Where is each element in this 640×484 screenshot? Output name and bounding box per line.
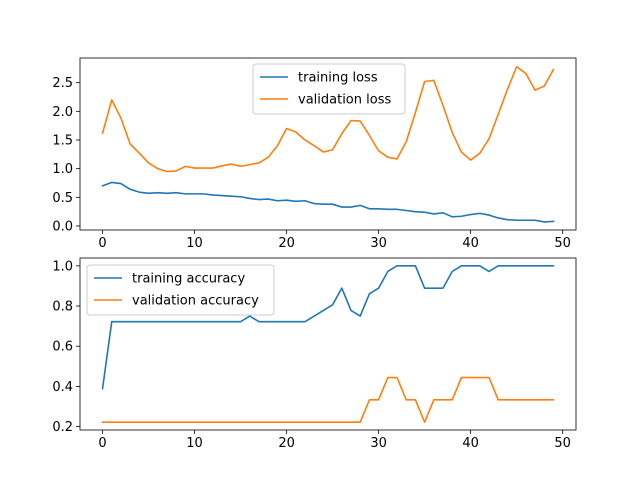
legend-label: validation accuracy (132, 294, 259, 309)
x-tick-label: 50 (554, 236, 571, 251)
series-line-training-loss (101, 181, 555, 223)
series-line-validation-accuracy (101, 376, 555, 423)
y-tick-label: 1.5 (52, 133, 73, 148)
y-tick-label: 0.8 (52, 300, 73, 315)
y-tick-label: 2.0 (52, 105, 73, 120)
subplot-2: 0 10 20 30 40 50 0.2 0.4 0.6 0.8 1.0 training accur… (52, 257, 577, 451)
x-tick-label: 0 (98, 436, 106, 451)
legend-label: training loss (298, 71, 378, 86)
axes-frame (79, 57, 577, 231)
x-tick-label: 10 (186, 236, 203, 251)
y-tick-label: 0.0 (52, 219, 73, 234)
legend-box (86, 264, 275, 316)
x-tick-label: 50 (554, 436, 571, 451)
y-tick-label: 0.6 (52, 340, 73, 355)
x-tick-label: 40 (462, 436, 479, 451)
series-line-validation-loss (101, 65, 555, 173)
legend-label: training accuracy (132, 272, 245, 287)
axes-frame (79, 257, 577, 431)
subplot-1: 0 10 20 30 40 50 0.0 0.5 1.0 1.5 2.0 2.5 training lo… (52, 57, 577, 251)
y-tick-label: 1.0 (52, 259, 73, 274)
x-tick-label: 0 (98, 236, 106, 251)
x-tick-label: 30 (370, 436, 387, 451)
y-tick-label: 0.4 (52, 380, 73, 395)
x-tick-label: 30 (370, 236, 387, 251)
legend-label: validation loss (298, 93, 391, 108)
x-tick-label: 40 (462, 236, 479, 251)
legend: training accuracy validation accuracy (86, 264, 275, 316)
legend-box (252, 63, 406, 115)
legend: training loss validation loss (252, 63, 406, 115)
x-tick-label: 20 (278, 236, 295, 251)
x-tick-label: 20 (278, 436, 295, 451)
y-tick-label: 2.5 (52, 76, 73, 91)
y-tick-label: 0.2 (52, 420, 73, 435)
x-tick-label: 10 (186, 436, 203, 451)
series-line-training-accuracy (101, 265, 555, 390)
y-tick-label: 0.5 (52, 191, 73, 206)
y-tick-label: 1.0 (52, 162, 73, 177)
